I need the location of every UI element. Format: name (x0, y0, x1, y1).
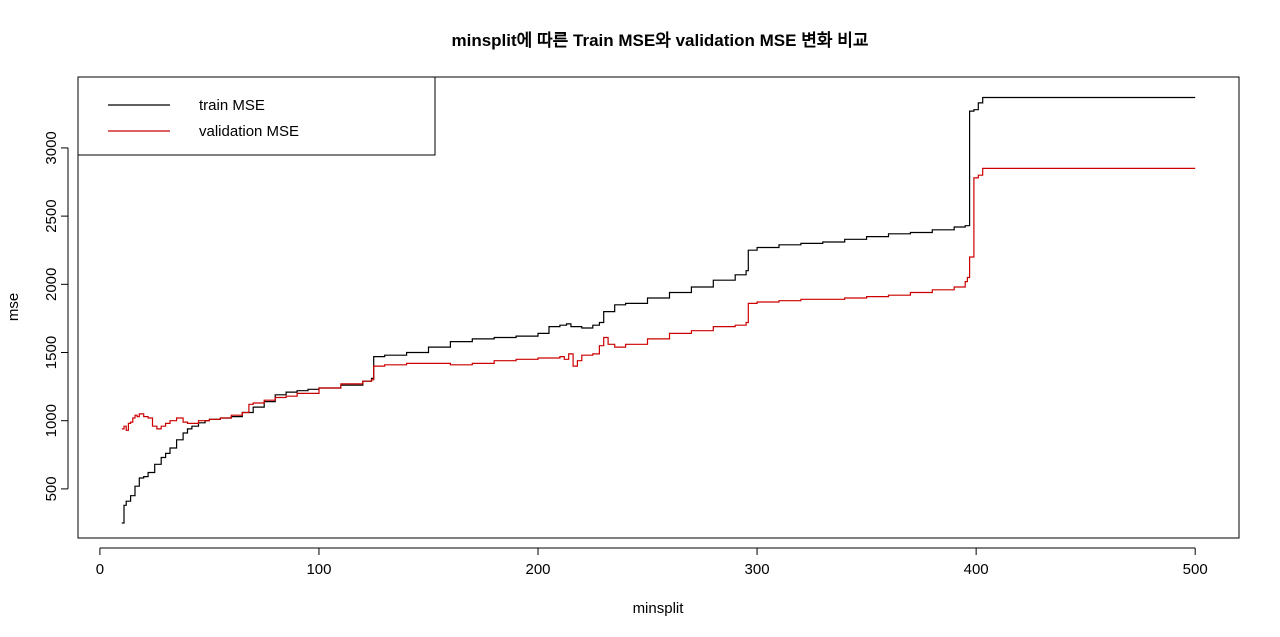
series-line-train (121, 96, 1196, 524)
y-axis-label: mse (5, 293, 22, 321)
y-tick-label: 500 (43, 476, 60, 501)
x-tick-label: 500 (1183, 561, 1208, 578)
legend-label: train MSE (199, 97, 265, 114)
x-axis-label: minsplit (633, 600, 685, 617)
y-tick-label: 1500 (43, 336, 60, 369)
y-tick-label: 3000 (43, 131, 60, 164)
y-tick-label: 2500 (43, 199, 60, 232)
x-tick-label: 400 (964, 561, 989, 578)
x-tick-label: 0 (96, 561, 104, 578)
y-axis: 500 1000 1500 2000 2500 3000 (43, 131, 69, 501)
legend-label: validation MSE (199, 123, 299, 140)
legend-box (77, 76, 436, 156)
x-tick-label: 200 (526, 561, 551, 578)
y-tick-label: 2000 (43, 268, 60, 301)
series-layer (121, 96, 1196, 524)
plot-frame (77, 76, 1240, 539)
y-tick-label: 1000 (43, 404, 60, 437)
legend: train MSE validation MSE (77, 76, 436, 156)
series-line-validation (121, 167, 1196, 431)
chart-title: minsplit에 따른 Train MSE와 validation MSE 변… (451, 31, 868, 50)
x-axis: 0 100 200 300 400 500 (96, 547, 1208, 578)
x-tick-label: 100 (306, 561, 331, 578)
x-tick-label: 300 (745, 561, 770, 578)
